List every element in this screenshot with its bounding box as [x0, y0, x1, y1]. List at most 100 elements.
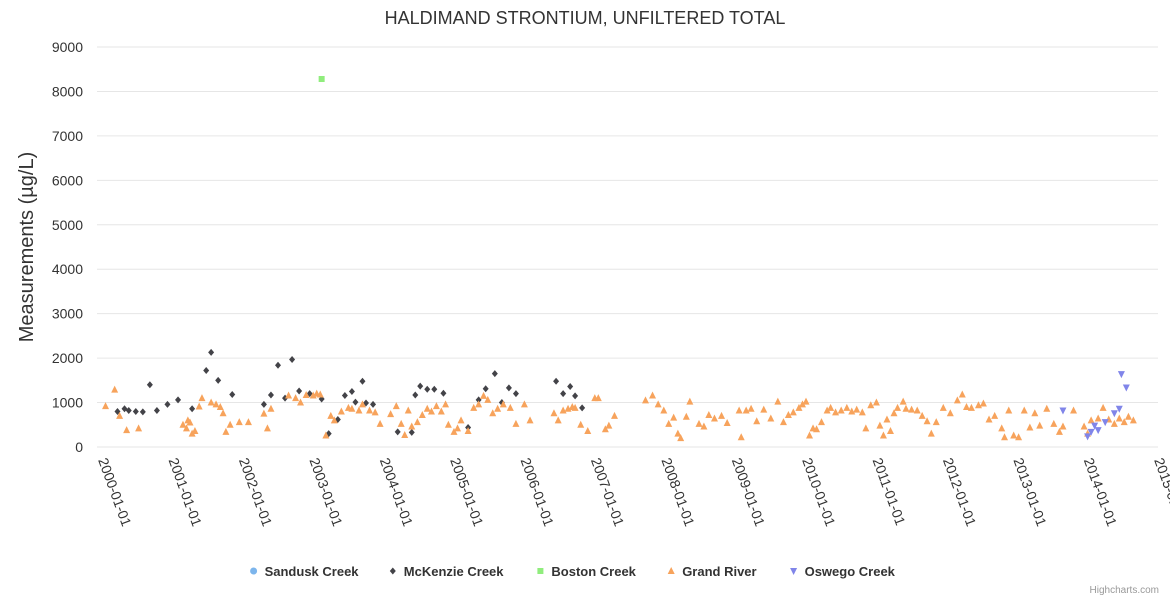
data-point[interactable] — [572, 392, 579, 400]
data-point[interactable] — [654, 400, 662, 408]
data-point[interactable] — [1120, 418, 1128, 426]
data-point[interactable] — [352, 398, 359, 406]
data-point[interactable] — [285, 391, 293, 399]
data-point[interactable] — [710, 414, 718, 422]
data-point[interactable] — [341, 391, 348, 399]
data-point[interactable] — [723, 419, 731, 426]
data-point[interactable] — [327, 411, 335, 419]
data-point[interactable] — [963, 403, 971, 410]
data-point[interactable] — [464, 427, 472, 434]
data-point[interactable] — [207, 398, 215, 406]
data-point[interactable] — [454, 424, 462, 432]
data-point[interactable] — [1117, 371, 1125, 379]
data-point[interactable] — [404, 406, 412, 414]
data-point[interactable] — [1059, 407, 1067, 415]
data-point[interactable] — [235, 418, 243, 426]
data-point[interactable] — [135, 424, 143, 432]
data-point[interactable] — [774, 397, 782, 405]
data-point[interactable] — [440, 389, 447, 397]
data-point[interactable] — [418, 411, 426, 418]
data-point[interactable] — [330, 416, 338, 424]
data-point[interactable] — [795, 403, 803, 411]
data-point[interactable] — [1124, 412, 1132, 420]
data-point[interactable] — [1129, 416, 1137, 424]
data-point[interactable] — [579, 404, 586, 412]
data-point[interactable] — [191, 427, 199, 434]
data-point[interactable] — [853, 405, 861, 413]
data-point[interactable] — [397, 419, 405, 427]
data-point[interactable] — [802, 397, 810, 405]
data-point[interactable] — [1026, 423, 1034, 431]
data-point[interactable] — [985, 415, 993, 423]
data-point[interactable] — [1091, 422, 1099, 430]
data-point[interactable] — [1059, 422, 1067, 430]
data-point[interactable] — [876, 421, 884, 429]
data-point[interactable] — [494, 404, 502, 412]
data-point[interactable] — [520, 400, 528, 408]
data-point[interactable] — [1101, 419, 1109, 427]
data-point[interactable] — [267, 404, 275, 412]
data-point[interactable] — [695, 419, 703, 427]
data-point[interactable] — [512, 419, 520, 427]
data-point[interactable] — [309, 391, 317, 399]
data-point[interactable] — [394, 428, 401, 436]
data-point[interactable] — [482, 385, 489, 393]
data-point[interactable] — [1115, 414, 1123, 422]
data-point[interactable] — [594, 394, 602, 402]
data-point[interactable] — [186, 418, 194, 426]
data-point[interactable] — [753, 417, 761, 425]
data-point[interactable] — [432, 402, 440, 410]
data-point[interactable] — [226, 420, 234, 428]
data-point[interactable] — [370, 400, 377, 408]
data-point[interactable] — [991, 411, 999, 419]
data-point[interactable] — [899, 397, 907, 405]
data-point[interactable] — [601, 425, 609, 433]
data-point[interactable] — [123, 426, 131, 434]
data-point[interactable] — [359, 377, 366, 385]
data-point[interactable] — [260, 400, 267, 408]
data-point[interactable] — [1015, 433, 1023, 441]
data-point[interactable] — [322, 431, 330, 439]
legend-item-boston-creek[interactable]: Boston Creek — [537, 564, 637, 579]
data-point[interactable] — [872, 398, 880, 406]
data-point[interactable] — [1115, 405, 1123, 413]
data-point[interactable] — [837, 406, 845, 414]
data-point[interactable] — [417, 382, 424, 390]
data-point[interactable] — [567, 383, 574, 391]
data-point[interactable] — [554, 416, 562, 424]
data-point[interactable] — [1110, 410, 1118, 418]
data-point[interactable] — [297, 398, 305, 406]
data-point[interactable] — [371, 408, 379, 416]
legend-marker[interactable] — [250, 567, 258, 575]
legend-item-mckenzie-creek[interactable]: McKenzie Creek — [389, 564, 504, 579]
data-point[interactable] — [686, 397, 694, 405]
legend-marker[interactable] — [389, 567, 396, 575]
data-point[interactable] — [577, 420, 585, 428]
data-point[interactable] — [823, 406, 831, 414]
data-point[interactable] — [195, 402, 203, 410]
data-point[interactable] — [475, 396, 482, 404]
data-point[interactable] — [1055, 427, 1063, 435]
data-point[interactable] — [489, 409, 497, 417]
data-point[interactable] — [229, 391, 236, 399]
data-point[interactable] — [1043, 404, 1051, 412]
data-point[interactable] — [215, 376, 222, 384]
data-point[interactable] — [767, 414, 775, 422]
data-point[interactable] — [958, 390, 966, 398]
data-point[interactable] — [913, 406, 921, 414]
data-point[interactable] — [1020, 406, 1028, 414]
data-point[interactable] — [408, 422, 416, 430]
data-point[interactable] — [475, 400, 483, 408]
data-point[interactable] — [813, 425, 821, 433]
legend-item-grand-river[interactable]: Grand River — [667, 564, 757, 579]
data-point[interactable] — [1001, 433, 1009, 441]
data-point[interactable] — [212, 400, 220, 408]
data-point[interactable] — [175, 396, 182, 404]
data-point[interactable] — [1010, 431, 1018, 439]
legend-label[interactable]: Boston Creek — [551, 564, 636, 579]
data-point[interactable] — [442, 400, 450, 408]
data-point[interactable] — [742, 406, 750, 414]
legend-label[interactable]: Oswego Creek — [805, 564, 896, 579]
data-point[interactable] — [682, 412, 690, 420]
data-point[interactable] — [376, 419, 384, 427]
